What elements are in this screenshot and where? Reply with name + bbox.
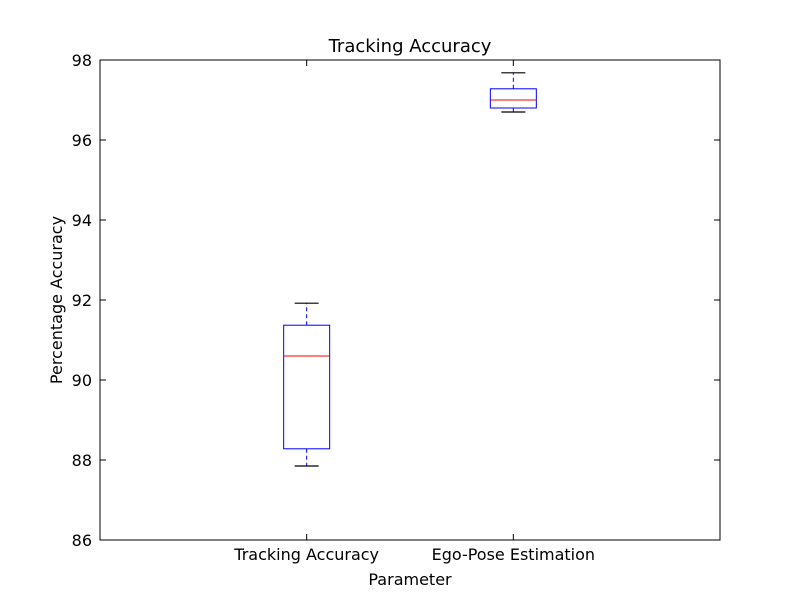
y-tick-label: 90	[72, 371, 92, 390]
y-axis-label: Percentage Accuracy	[47, 216, 66, 384]
x-axis-label: Parameter	[368, 570, 452, 589]
y-tick-label: 98	[72, 51, 92, 70]
y-tick-label: 88	[72, 451, 92, 470]
x-tick-label: Tracking Accuracy	[233, 545, 379, 564]
y-tick-label: 96	[72, 131, 92, 150]
x-tick-label: Ego-Pose Estimation	[432, 545, 595, 564]
y-tick-label: 92	[72, 291, 92, 310]
box-iqr	[283, 324, 331, 450]
y-tick-label: 86	[72, 531, 92, 550]
plot-area: 86 88 90 92 94 96 98 Tracking Accuracy Ego-Pose …	[72, 51, 721, 564]
box-iqr	[489, 88, 537, 109]
chart-title: Tracking Accuracy	[328, 36, 492, 57]
y-tick-label: 94	[72, 211, 92, 230]
